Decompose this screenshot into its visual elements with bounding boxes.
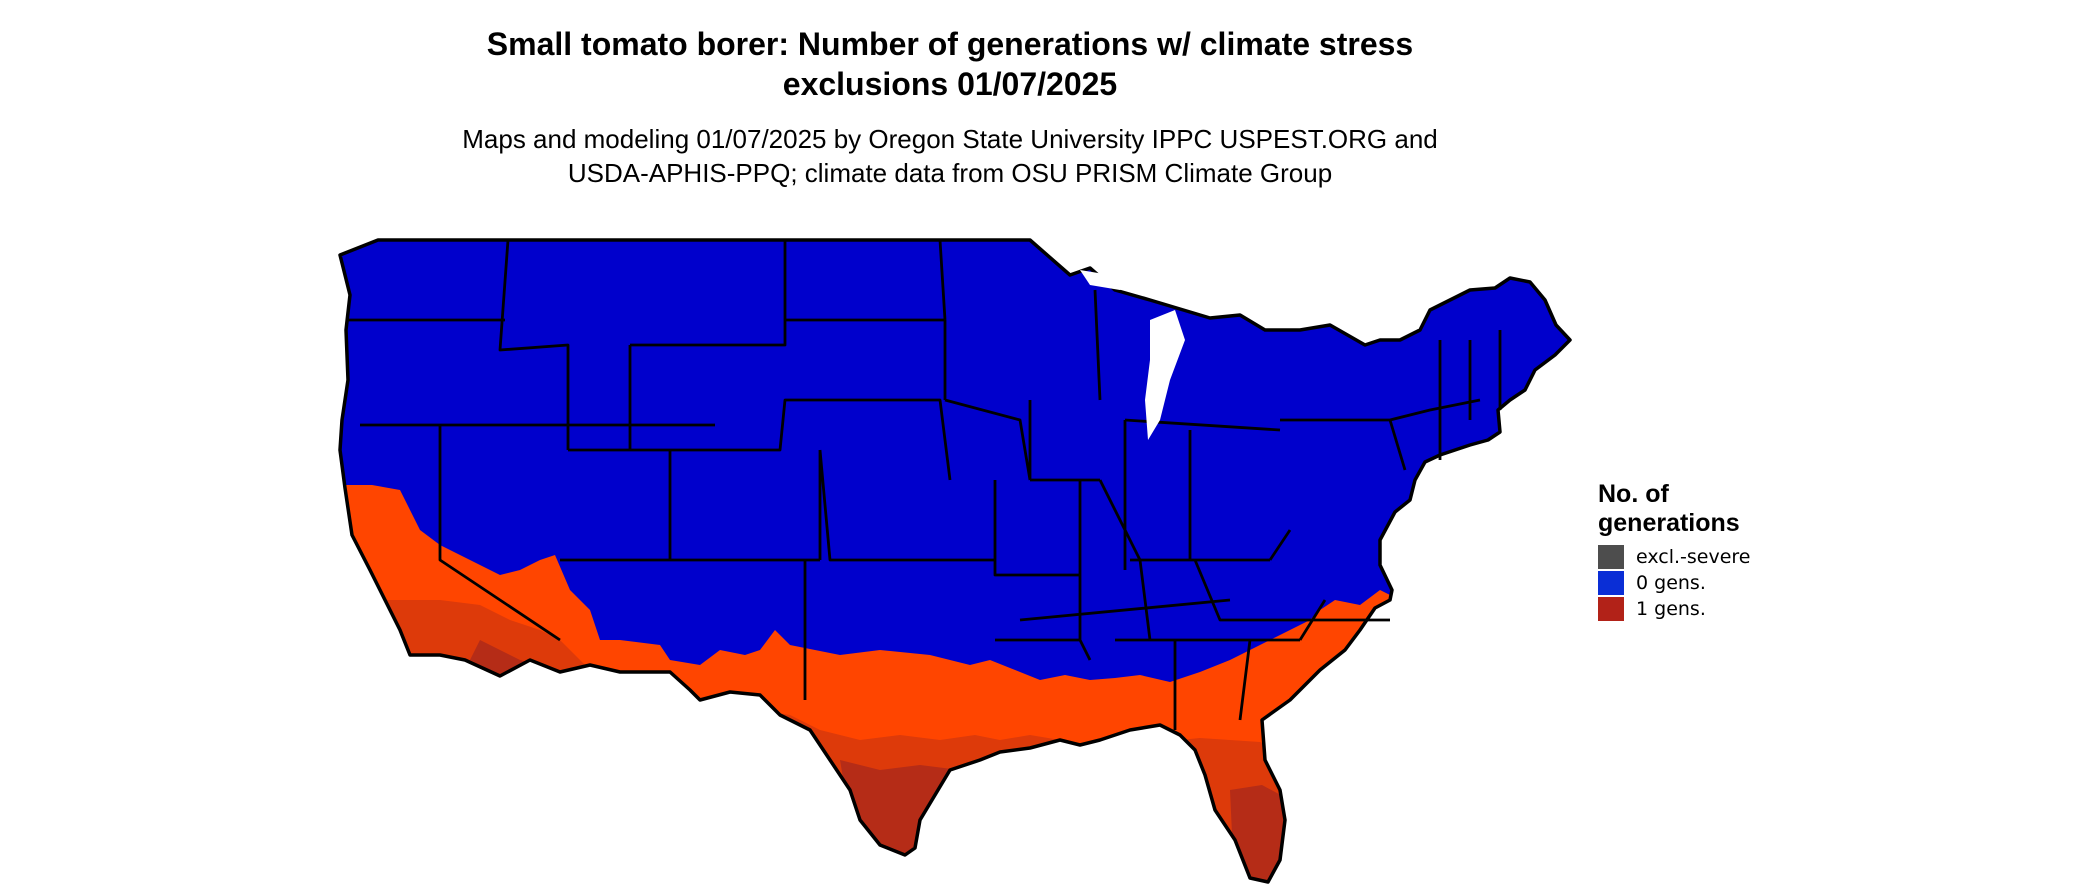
water-bodies — [1080, 270, 1185, 440]
legend-title-line-2: generations — [1598, 509, 1740, 537]
map-title-line-1: Small tomato borer: Number of generation… — [486, 26, 1414, 62]
legend-item-1-gens: 1 gens. — [1598, 596, 1751, 622]
map-subtitle: Maps and modeling 01/07/2025 by Oregon S… — [0, 122, 1900, 190]
legend-label-1-gens: 1 gens. — [1636, 598, 1706, 620]
legend-swatch-0-gens — [1598, 571, 1624, 595]
legend: No. of generations excl.-severe 0 gens. … — [1598, 480, 1751, 622]
legend-item-0-gens: 0 gens. — [1598, 570, 1751, 596]
legend-title-line-1: No. of — [1598, 480, 1669, 508]
legend-items: excl.-severe 0 gens. 1 gens. — [1598, 544, 1751, 622]
map-subtitle-line-1: Maps and modeling 01/07/2025 by Oregon S… — [462, 124, 1438, 154]
legend-swatch-excl-severe — [1598, 545, 1624, 569]
map-title-line-2: exclusions 01/07/2025 — [782, 66, 1118, 102]
legend-label-0-gens: 0 gens. — [1636, 572, 1706, 594]
us-outline — [338, 238, 1572, 884]
state-borders — [348, 239, 1502, 730]
map-subtitle-line-2: USDA-APHIS-PPQ; climate data from OSU PR… — [567, 158, 1333, 188]
one-gen-region-dark — [470, 640, 1300, 882]
legend-swatch-1-gens — [1598, 597, 1624, 621]
legend-item-excl-severe: excl.-severe — [1598, 544, 1751, 570]
legend-title: No. of generations — [1598, 480, 1751, 538]
map-title: Small tomato borer: Number of generation… — [0, 24, 1900, 104]
legend-label-excl-severe: excl.-severe — [1636, 546, 1751, 568]
